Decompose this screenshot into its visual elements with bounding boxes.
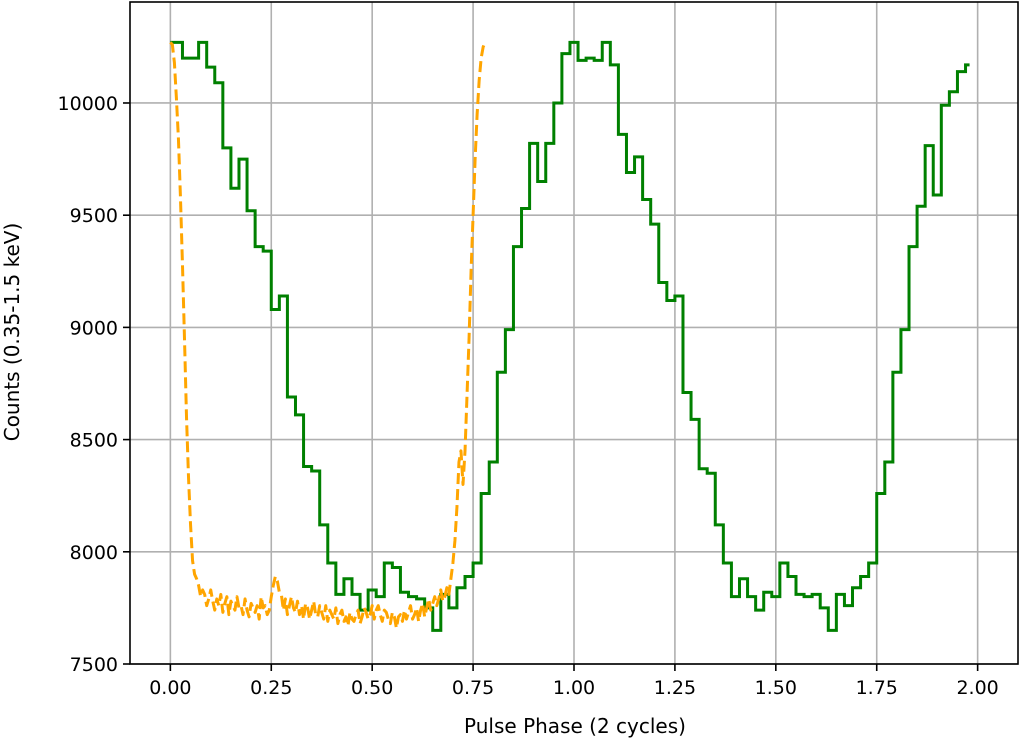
grid-lines bbox=[130, 2, 1018, 665]
y-tick-label: 9000 bbox=[70, 317, 118, 339]
x-axis-label: Pulse Phase (2 cycles) bbox=[464, 714, 686, 738]
y-tick-label: 8500 bbox=[70, 430, 118, 452]
y-tick-label: 9500 bbox=[70, 205, 118, 227]
x-tick-label: 2.00 bbox=[956, 677, 998, 699]
x-tick-label: 1.75 bbox=[856, 677, 898, 699]
series-line-steps bbox=[170, 40, 970, 632]
series-layer bbox=[169, 40, 970, 632]
plot-frame bbox=[129, 1, 1019, 665]
x-tick-label: 1.25 bbox=[654, 677, 696, 699]
x-tick-label: 0.50 bbox=[351, 677, 393, 699]
x-tick-labels: 0.00 0.25 0.50 0.75 1.00 1.25 1.50 1.75 2.00 bbox=[149, 677, 999, 699]
x-tick-label: 0.25 bbox=[250, 677, 292, 699]
series-line-dashed bbox=[169, 41, 487, 630]
x-tick-label: 0.00 bbox=[149, 677, 191, 699]
y-tick-label: 7500 bbox=[70, 654, 118, 676]
y-tick-labels: 7500 8000 8500 9000 9500 10000 bbox=[58, 93, 118, 676]
x-tick-label: 0.75 bbox=[452, 677, 494, 699]
y-axis-label: Counts (0.35-1.5 keV) bbox=[0, 223, 24, 442]
axes-frame bbox=[123, 1, 1019, 671]
y-tick-label: 10000 bbox=[58, 93, 118, 115]
x-tick-label: 1.50 bbox=[755, 677, 797, 699]
x-tick-label: 1.00 bbox=[553, 677, 595, 699]
y-tick-label: 8000 bbox=[70, 542, 118, 564]
